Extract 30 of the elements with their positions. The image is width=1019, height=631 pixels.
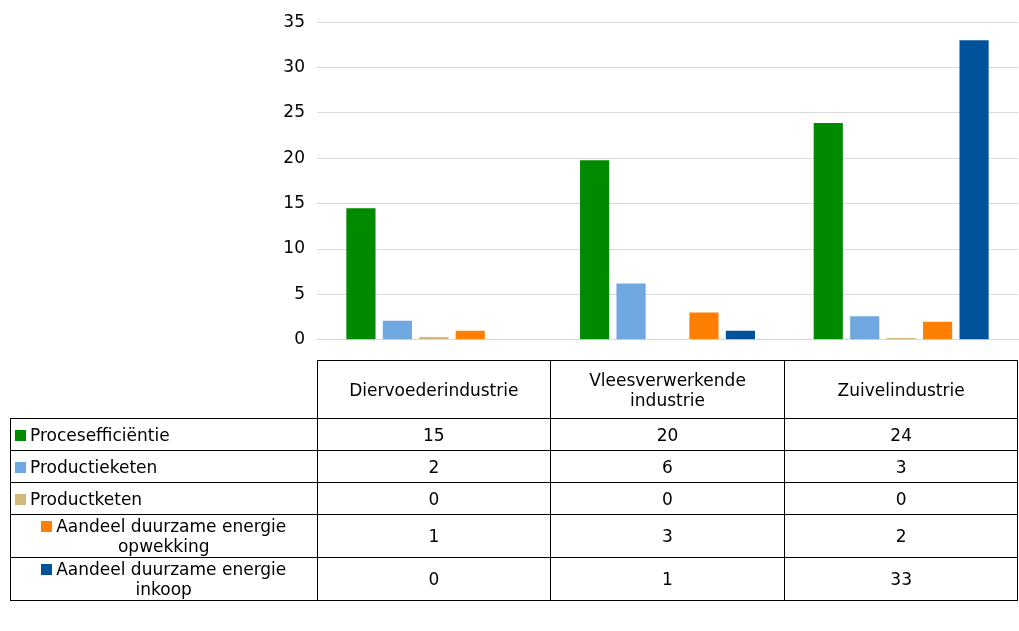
data-label: 2: [784, 514, 1018, 558]
data-label: 3: [550, 514, 785, 558]
legend-label: Procesefficiëntie: [29, 424, 170, 445]
y-tick-label: 20: [283, 146, 305, 167]
x-tick-label: Zuivelindustrie: [784, 360, 1018, 419]
x-tick-label: Vleesverwerkende industrie: [550, 360, 785, 419]
data-label: 33: [784, 557, 1018, 601]
x-tick-label: Diervoederindustrie: [317, 360, 551, 419]
data-label: 1: [550, 557, 785, 601]
data-label: 0: [317, 482, 551, 515]
data-label: 0: [550, 482, 785, 515]
y-tick-label: 35: [283, 10, 305, 31]
y-tick-label: 5: [294, 282, 305, 303]
data-label: 3: [784, 450, 1018, 483]
legend-label: Productketen: [29, 488, 143, 509]
data-label: 20: [550, 418, 785, 451]
y-tick-label: 10: [283, 237, 305, 258]
data-label: 0: [784, 482, 1018, 515]
y-tick-label: 15: [283, 192, 305, 213]
data-label: 6: [550, 450, 785, 483]
legend-label: Productieketen: [29, 456, 158, 477]
y-tick-label: 25: [283, 101, 305, 122]
data-label: 1: [317, 514, 551, 558]
legend-label: Aandeel duurzame energie inkoop: [55, 559, 288, 599]
y-tick-label: 0: [294, 328, 305, 349]
legend-label: Aandeel duurzame energie opwekking: [55, 516, 288, 556]
y-tick-label: 30: [283, 55, 305, 76]
data-label: 15: [317, 418, 551, 451]
data-label: 2: [317, 450, 551, 483]
data-label: 24: [784, 418, 1018, 451]
